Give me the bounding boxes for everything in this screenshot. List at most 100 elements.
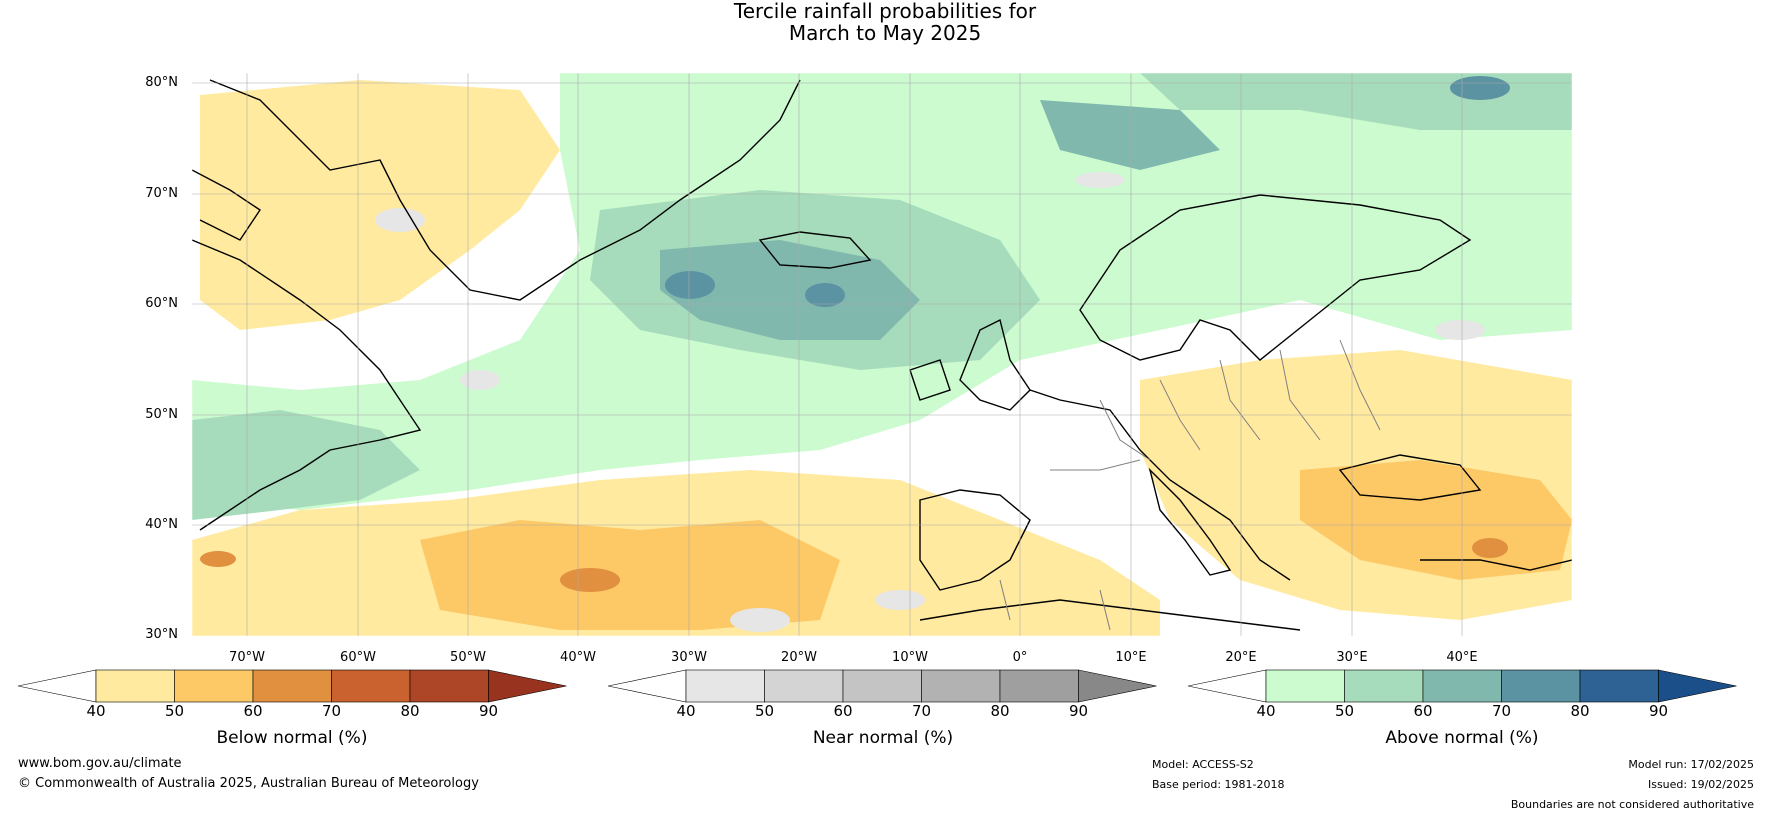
lon-label: 0° xyxy=(1012,650,1028,665)
coastline-levant xyxy=(1420,559,1572,571)
lat-label: 30°N xyxy=(145,627,178,642)
lon-label: 50°W xyxy=(450,650,486,665)
colorbar-segment xyxy=(1265,669,1345,703)
near-normal-patch-4 xyxy=(875,590,925,610)
footer-base-period: Base period: 1981-2018 xyxy=(1152,778,1285,791)
below-normal-spot-nw-atlantic xyxy=(200,551,236,567)
colorbar-segment xyxy=(331,669,411,703)
colorbar-tick-label: 90 xyxy=(1648,702,1669,720)
colorbar-segment xyxy=(999,669,1079,703)
colorbar-segment xyxy=(921,669,1001,703)
colorbar-tick-label: 80 xyxy=(1570,702,1590,720)
country-boundaries xyxy=(999,339,1381,631)
footer-website: www.bom.gov.au/climate xyxy=(18,756,182,771)
colorbar-tick-label: 40 xyxy=(86,702,106,720)
lon-label: 20°W xyxy=(781,650,817,665)
colorbar-segment xyxy=(409,669,489,703)
lat-label: 70°N xyxy=(145,186,178,201)
footer-model: Model: ACCESS-S2 xyxy=(1152,758,1254,771)
near-normal-patch-6 xyxy=(1075,172,1125,188)
colorbar-segment xyxy=(764,669,844,703)
footer-issued: Issued: 19/02/2025 xyxy=(1647,778,1754,791)
coastline-hudson xyxy=(192,169,261,241)
map-title-line1: Tercile rainfall probabilities for xyxy=(733,0,1037,23)
colorbar-segment xyxy=(1501,669,1581,703)
colorbar-tick-label: 40 xyxy=(676,702,696,720)
above-normal-spot-barents xyxy=(1450,76,1510,100)
colorbar-segment xyxy=(174,669,254,703)
lon-label: 60°W xyxy=(340,650,376,665)
colorbar-segment xyxy=(1422,669,1502,703)
lon-label: 30°E xyxy=(1336,650,1368,665)
colorbar-tick-label: 80 xyxy=(400,702,420,720)
graticule xyxy=(192,73,1572,636)
colorbar-extend-high xyxy=(488,669,567,703)
below-normal-spot-turkey xyxy=(1472,538,1508,558)
lon-label: 40°W xyxy=(560,650,596,665)
colorbar-label-below: Below normal (%) xyxy=(216,728,368,748)
lat-label: 60°N xyxy=(145,296,178,311)
colorbar-segment xyxy=(1579,669,1659,703)
footer-copyright: © Commonwealth of Australia 2025, Austra… xyxy=(18,776,479,791)
near-normal-patch-5 xyxy=(1435,320,1485,340)
above-normal-area-norway-sea xyxy=(1040,100,1220,170)
probability-field xyxy=(192,73,1572,636)
colorbar-extend-low xyxy=(1187,669,1267,703)
colorbar-above-normal xyxy=(1187,669,1737,703)
colorbar-segment xyxy=(1344,669,1424,703)
lon-label: 70°W xyxy=(229,650,265,665)
colorbar-extend-high xyxy=(1078,669,1157,703)
above-normal-area-labrador xyxy=(192,410,420,520)
coastline-scandinavia xyxy=(1079,194,1472,361)
lon-label: 10°E xyxy=(1115,650,1147,665)
footer-model-run: Model run: 17/02/2025 xyxy=(1628,758,1754,771)
colorbar-tick-label: 70 xyxy=(1491,702,1512,720)
below-normal-spot-med xyxy=(560,568,620,592)
colorbar-tick-label: 90 xyxy=(478,702,499,720)
colorbar-extend-high xyxy=(1658,669,1737,703)
colorbar-tick-label: 60 xyxy=(833,702,853,720)
coastline-iberia xyxy=(919,489,1031,591)
colorbar-extend-low xyxy=(607,669,687,703)
coastlines xyxy=(192,79,1572,631)
colorbar-segment xyxy=(95,669,175,703)
lon-label: 20°E xyxy=(1225,650,1257,665)
coastline-greenland xyxy=(209,79,801,301)
coastline-labrador xyxy=(192,239,422,531)
colorbar-below-normal xyxy=(17,669,567,703)
colorbar-tick-label: 60 xyxy=(1413,702,1433,720)
lon-label: 10°W xyxy=(892,650,928,665)
coastline-europe xyxy=(1029,389,1291,581)
near-normal-patch-2 xyxy=(460,370,500,390)
colorbar-tick-label: 50 xyxy=(1334,702,1355,720)
colorbar-tick-label: 90 xyxy=(1068,702,1089,720)
near-normal-patch-3 xyxy=(730,608,790,632)
lat-label: 50°N xyxy=(145,407,178,422)
near-normal-patch-1 xyxy=(375,208,425,232)
colorbar-label-above: Above normal (%) xyxy=(1385,728,1539,748)
below-normal-area-atlantic-core xyxy=(420,520,840,630)
coastline-ireland xyxy=(909,359,951,401)
lon-label: 30°W xyxy=(671,650,707,665)
map-title-line2: March to May 2025 xyxy=(788,21,982,45)
coastline-black-sea xyxy=(1338,454,1482,501)
colorbar-label-near: Near normal (%) xyxy=(812,728,954,748)
colorbar-tick-label: 70 xyxy=(321,702,342,720)
above-normal-spot-1 xyxy=(665,271,715,299)
colorbar-tick-label: 40 xyxy=(1256,702,1276,720)
coastline-north-africa xyxy=(919,599,1301,631)
colorbar-extend-low xyxy=(17,669,97,703)
below-normal-area-greenland xyxy=(200,80,560,330)
above-normal-spot-2 xyxy=(805,283,845,307)
colorbar-segment xyxy=(685,669,765,703)
colorbar-tick-label: 50 xyxy=(164,702,185,720)
colorbar-segment xyxy=(842,669,922,703)
colorbar-tick-label: 50 xyxy=(754,702,775,720)
colorbar-tick-label: 60 xyxy=(243,702,263,720)
coastline-italy xyxy=(1148,467,1232,576)
colorbar-tick-label: 80 xyxy=(990,702,1010,720)
lat-label: 80°N xyxy=(145,75,178,90)
footer-disclaimer: Boundaries are not considered authoritat… xyxy=(1510,798,1754,811)
above-normal-area-core xyxy=(660,240,920,340)
